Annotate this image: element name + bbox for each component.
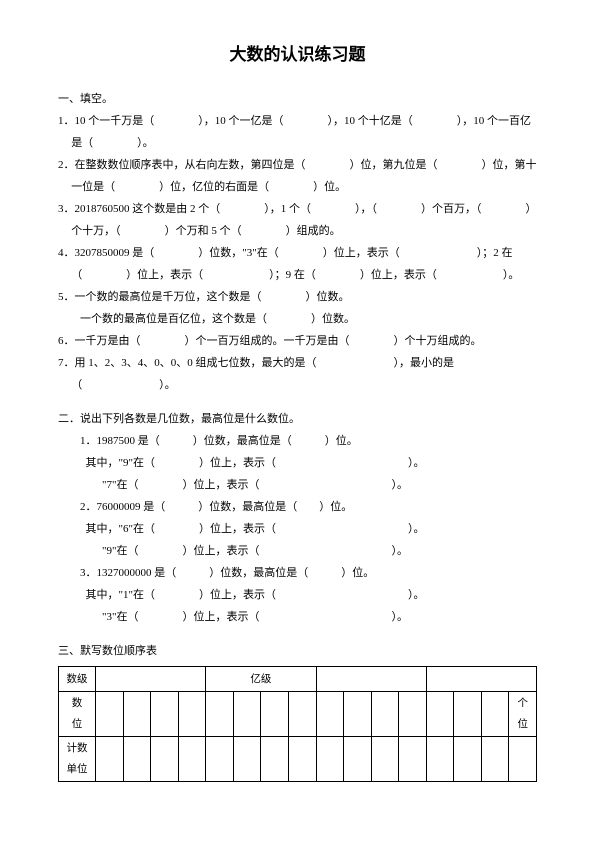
cell-empty: [344, 737, 372, 782]
cell-empty: [481, 692, 509, 737]
question-2: 2．在整数数位顺序表中，从右向左数，第四位是（ ）位，第九位是（ ）位，第十一位…: [58, 154, 537, 198]
cell-empty: [233, 692, 261, 737]
s2-q2a: 其中，"6"在（ ）位上，表示（ ）。: [58, 518, 537, 540]
cell-empty: [288, 692, 316, 737]
question-5b: 一个数的最高位是百亿位，这个数是（ ）位数。: [58, 308, 537, 330]
cell-unit-label: 计数单位: [59, 737, 96, 782]
s2-q3: 3．1327000000 是（ ）位数，最高位是（ ）位。: [58, 562, 537, 584]
section-1-head: 一、填空。: [58, 88, 537, 110]
cell-empty: [399, 692, 427, 737]
cell-empty: [233, 737, 261, 782]
cell-empty: [123, 737, 151, 782]
cell-empty: [288, 737, 316, 782]
cell-empty: [454, 737, 482, 782]
cell-empty: [481, 737, 509, 782]
cell-empty: [371, 692, 399, 737]
cell-empty: [178, 692, 206, 737]
page-title: 大数的认识练习题: [58, 38, 537, 72]
cell-empty: [426, 737, 454, 782]
table-row-2: 数位 个位: [59, 692, 537, 737]
cell-empty: [509, 737, 537, 782]
cell-empty: [123, 692, 151, 737]
cell-empty: [426, 667, 536, 692]
section-2-head: 二．说出下列各数是几位数，最高位是什么数位。: [58, 408, 537, 430]
section-3-head: 三、默写数位顺序表: [58, 640, 537, 662]
s2-q2: 2．76000009 是（ ）位数，最高位是（ ）位。: [58, 496, 537, 518]
cell-empty: [261, 692, 289, 737]
cell-empty: [316, 737, 344, 782]
cell-empty: [344, 692, 372, 737]
s2-q1: 1．1987500 是（ ）位数，最高位是（ ）位。: [58, 430, 537, 452]
cell-empty: [316, 667, 426, 692]
cell-empty: [151, 692, 179, 737]
s2-q3a: 其中，"1"在（ ）位上，表示（ ）。: [58, 584, 537, 606]
question-1: 1．10 个一千万是（ ），10 个一亿是（ ），10 个十亿是（ ），10 个…: [58, 110, 537, 154]
s2-q2b: "9"在（ ）位上，表示（ ）。: [58, 540, 537, 562]
question-7: 7．用 1、2、3、4、0、0、0 组成七位数，最大的是（ ），最小的是（ ）。: [58, 352, 537, 396]
cell-digit-label: 数位: [59, 692, 96, 737]
table-row-3: 计数单位: [59, 737, 537, 782]
cell-empty: [96, 667, 206, 692]
cell-level-label: 数级: [59, 667, 96, 692]
table-row-1: 数级 亿级: [59, 667, 537, 692]
cell-empty: [151, 737, 179, 782]
place-value-table: 数级 亿级 数位 个位: [58, 666, 537, 782]
cell-empty: [96, 692, 124, 737]
cell-ones-place: 个位: [509, 692, 537, 737]
cell-empty: [206, 692, 234, 737]
cell-empty: [96, 737, 124, 782]
question-5a: 5．一个数的最高位是千万位，这个数是（ ）位数。: [58, 286, 537, 308]
question-3: 3．2018760500 这个数是由 2 个（ ），1 个（ ），（ ）个百万，…: [58, 198, 537, 242]
cell-billions-level: 亿级: [206, 667, 316, 692]
cell-empty: [178, 737, 206, 782]
cell-empty: [399, 737, 427, 782]
cell-empty: [316, 692, 344, 737]
cell-empty: [371, 737, 399, 782]
cell-empty: [206, 737, 234, 782]
cell-empty: [426, 692, 454, 737]
s2-q1a: 其中，"9"在（ ）位上，表示（ ）。: [58, 452, 537, 474]
cell-empty: [261, 737, 289, 782]
question-6: 6．一千万是由（ ）个一百万组成的。一千万是由（ ）个十万组成的。: [58, 330, 537, 352]
cell-empty: [454, 692, 482, 737]
question-4: 4．3207850009 是（ ）位数，"3"在（ ）位上，表示（ ）；2 在（…: [58, 242, 537, 286]
s2-q3b: "3"在（ ）位上，表示（ ）。: [58, 606, 537, 628]
s2-q1b: "7"在（ ）位上，表示（ ）。: [58, 474, 537, 496]
